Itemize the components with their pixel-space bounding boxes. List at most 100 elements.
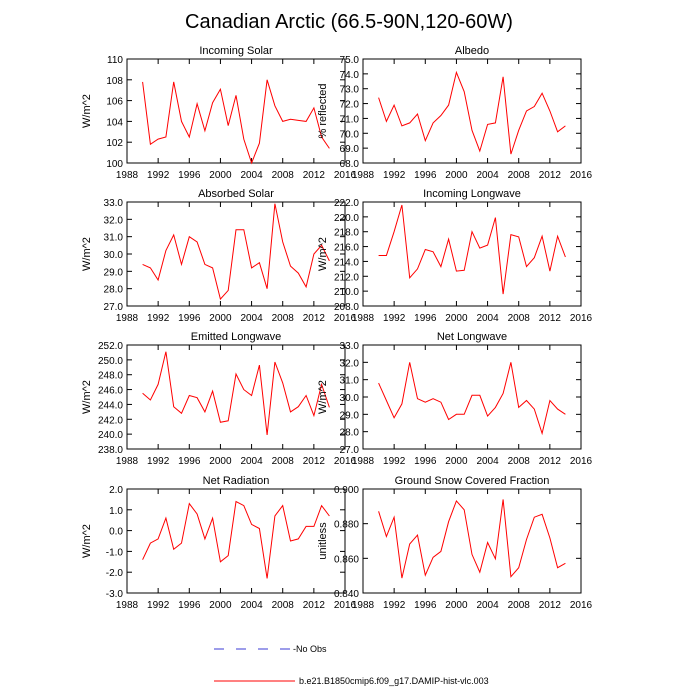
panel-title: Incoming Solar — [199, 45, 273, 57]
y-tick-label: 102 — [106, 138, 123, 149]
y-tick-label: 70.0 — [340, 129, 360, 140]
x-tick-label: 1992 — [383, 600, 406, 611]
y-tick-label: 68.0 — [340, 159, 360, 170]
x-tick-label: 2008 — [508, 600, 531, 611]
x-tick-label: 2000 — [445, 456, 468, 467]
panel-4: Incoming Longwave W/m^2 1988 1992 1996 2000 20… — [317, 188, 593, 324]
x-tick-label: 1992 — [383, 313, 406, 324]
plot-frame — [362, 58, 582, 164]
x-tick-label: 2000 — [445, 170, 468, 181]
x-tick-label: 1988 — [352, 313, 375, 324]
x-tick-label: 2008 — [508, 313, 531, 324]
x-tick-label: 2012 — [303, 170, 326, 181]
y-tick-label: 106 — [106, 97, 123, 108]
x-tick-label: 1996 — [178, 600, 201, 611]
y-tick-label: 240.0 — [98, 430, 123, 441]
panel-5: Emitted Longwave W/m^2 1988 1992 1996 2000 200… — [81, 331, 357, 467]
y-tick-label: 100 — [106, 159, 123, 170]
plot-frame — [362, 488, 582, 594]
y-tick-label: 29.0 — [104, 267, 124, 278]
x-tick-label: 1988 — [116, 600, 139, 611]
y-tick-label: 238.0 — [98, 445, 123, 456]
panel-1: Incoming Solar W/m^2 1988 1992 1996 2000 2004 2… — [81, 45, 357, 181]
plot-frame — [126, 58, 346, 164]
x-tick-label: 2000 — [209, 313, 232, 324]
x-tick-label: 2008 — [508, 456, 531, 467]
x-tick-label: 1988 — [352, 170, 375, 181]
y-axis-label: W/m^2 — [81, 524, 93, 558]
y-tick-label: 218.0 — [334, 228, 359, 239]
y-tick-label: 210.0 — [334, 287, 359, 298]
y-tick-label: 208.0 — [334, 302, 359, 313]
x-tick-label: 2016 — [570, 170, 593, 181]
x-tick-label: 2016 — [570, 600, 593, 611]
panel-title: Incoming Longwave — [423, 188, 521, 200]
x-tick-label: 2004 — [476, 456, 499, 467]
y-tick-label: 2.0 — [109, 485, 123, 496]
x-tick-label: 2012 — [303, 456, 326, 467]
panels: Incoming Solar W/m^2 1988 1992 1996 2000 2004 2… — [81, 45, 593, 611]
x-tick-label: 2016 — [334, 600, 357, 611]
panel-8: Ground Snow Covered Fraction unitless 1988… — [317, 475, 593, 611]
x-tick-label: 2012 — [539, 313, 562, 324]
x-tick-label: 1988 — [116, 456, 139, 467]
y-tick-label: 0.0 — [109, 527, 123, 538]
x-tick-label: 2004 — [240, 456, 263, 467]
y-axis-label: W/m^2 — [81, 94, 93, 128]
y-tick-label: 222.0 — [334, 198, 359, 209]
y-tick-label: 0.860 — [334, 554, 359, 565]
y-axis-label: W/m^2 — [81, 380, 93, 414]
y-tick-label: 216.0 — [334, 243, 359, 254]
x-tick-label: 1996 — [414, 456, 437, 467]
x-tick-label: 2004 — [476, 600, 499, 611]
y-tick-label: 73.0 — [340, 85, 360, 96]
no-obs-legend-label: -No Obs — [293, 644, 327, 654]
panel-title: Albedo — [455, 45, 489, 57]
x-tick-label: 2016 — [334, 170, 357, 181]
x-tick-label: 2000 — [209, 456, 232, 467]
plot-frame — [362, 344, 582, 450]
y-tick-label: -2.0 — [106, 568, 124, 579]
model-legend-label: b.e21.B1850cmip6.f09_g17.DAMIP-hist-vlc.… — [299, 676, 489, 686]
panel-title: Net Radiation — [203, 475, 270, 487]
y-tick-label: 75.0 — [340, 55, 360, 66]
x-tick-label: 2012 — [539, 600, 562, 611]
x-tick-label: 1992 — [383, 456, 406, 467]
y-tick-label: 0.880 — [334, 520, 359, 531]
y-tick-label: 27.0 — [104, 302, 124, 313]
figure-title: Canadian Arctic (66.5-90N,120-60W) — [185, 11, 513, 33]
x-tick-label: 1996 — [414, 313, 437, 324]
y-tick-label: 212.0 — [334, 272, 359, 283]
y-tick-label: 32.0 — [340, 358, 360, 369]
x-tick-label: 1988 — [116, 313, 139, 324]
series-line — [142, 351, 330, 435]
y-tick-label: 33.0 — [104, 198, 124, 209]
x-tick-label: 1992 — [147, 456, 170, 467]
legend: -No Obs b.e21.B1850cmip6.f09_g17.DAMIP-hi… — [214, 644, 489, 686]
x-tick-label: 1988 — [352, 456, 375, 467]
y-axis-label: W/m^2 — [317, 237, 329, 271]
y-tick-label: 32.0 — [104, 215, 124, 226]
x-tick-label: 1996 — [414, 600, 437, 611]
y-tick-label: -1.0 — [106, 547, 124, 558]
panel-7: Net Radiation W/m^2 1988 1992 1996 2000 2004 20… — [81, 475, 357, 611]
y-tick-label: 248.0 — [98, 371, 123, 382]
y-tick-label: 28.0 — [340, 428, 360, 439]
x-tick-label: 1996 — [178, 170, 201, 181]
y-tick-label: 71.0 — [340, 114, 360, 125]
x-tick-label: 1996 — [178, 313, 201, 324]
y-tick-label: 242.0 — [98, 415, 123, 426]
y-tick-label: 30.0 — [340, 393, 360, 404]
x-tick-label: 1992 — [383, 170, 406, 181]
series-line — [378, 70, 566, 155]
x-tick-label: 2000 — [209, 170, 232, 181]
panel-6: Net Longwave W/m^2 1988 1992 1996 2000 2004 200… — [317, 331, 593, 467]
series-line — [378, 204, 566, 295]
series-line — [142, 79, 330, 165]
y-tick-label: 110 — [107, 55, 123, 66]
x-tick-label: 2000 — [209, 600, 232, 611]
series-line — [378, 499, 566, 579]
y-tick-label: 214.0 — [334, 257, 359, 268]
x-tick-label: 1992 — [147, 600, 170, 611]
y-tick-label: 31.0 — [340, 376, 360, 387]
